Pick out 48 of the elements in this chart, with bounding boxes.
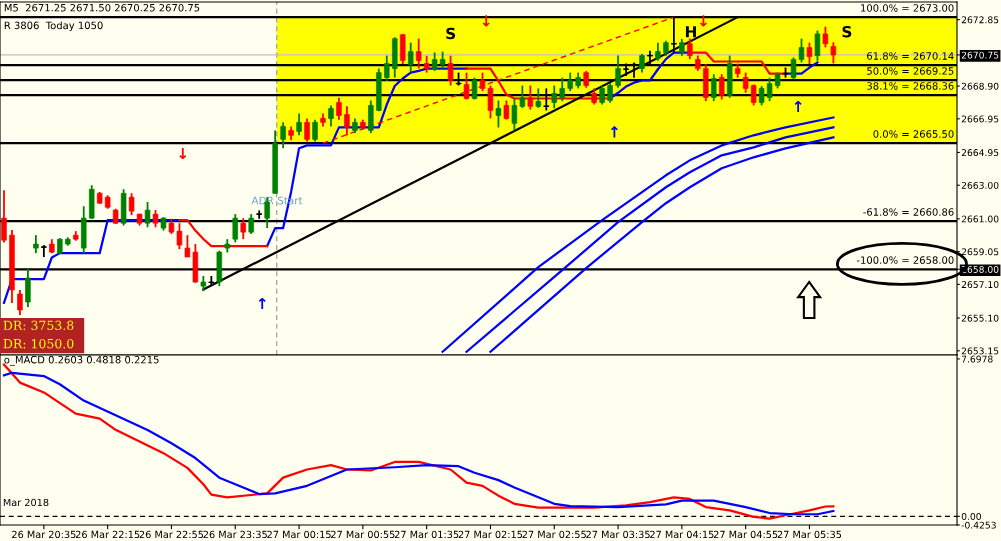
- y-tick-label: 2668.90: [961, 82, 999, 90]
- x-tick-label: 27 Mar 03:35: [586, 530, 650, 539]
- annotation: ↑: [258, 297, 266, 310]
- x-tick-label: 26 Mar 22:15: [75, 530, 140, 539]
- y-tick-label: 2672.85: [961, 16, 999, 24]
- ref-line-label: -100.0% = 2658.00: [856, 256, 954, 264]
- y-tick-label: 2659.05: [961, 248, 999, 256]
- x-tick-label: 27 Mar 02:15: [458, 530, 523, 539]
- y-tick-label: 2663.00: [961, 181, 999, 189]
- y-tick-label: -0.4253: [961, 521, 996, 529]
- y-tick-label: 2653.15: [961, 347, 999, 355]
- y-tick-label: 2664.95: [961, 149, 999, 157]
- x-tick-label: 26 Mar 22:55: [139, 530, 204, 539]
- annotation: ↓: [482, 15, 490, 27]
- annotation: ↓: [179, 147, 187, 160]
- x-tick-label: 27 Mar 04:55: [713, 530, 778, 539]
- x-tick-label: 27 Mar 01:35: [394, 530, 459, 539]
- ref-line-label: 50.0% = 2669.25: [867, 67, 954, 75]
- y-tick-label: 2666.95: [961, 115, 999, 123]
- ref-line-label: 100.0% = 2673.00: [861, 4, 954, 12]
- y-tick-label: 2657.10: [961, 281, 999, 289]
- annotation: ↑: [610, 126, 618, 138]
- chart-title: o_MACD 0.2603 0.4818 0.2215: [4, 355, 159, 366]
- annotation: Mar 2018: [3, 498, 49, 507]
- annotation: S: [842, 25, 852, 38]
- ref-line-label: 0.0% = 2665.50: [873, 130, 954, 138]
- x-tick-label: 27 Mar 02:55: [522, 530, 586, 539]
- text: R 3806 Today 1050: [4, 21, 103, 32]
- annotation: DR: 3753.8: [3, 320, 74, 331]
- x-tick-label: 27 Mar 05:35: [777, 530, 842, 539]
- y-tick-label: 0.00: [961, 512, 981, 520]
- annotation: ↓: [699, 15, 707, 27]
- ref-line-label: -61.8% = 2660.86: [863, 208, 954, 216]
- y-tick-label: 2661.00: [961, 215, 999, 223]
- x-tick-label: 26 Mar 20:35: [12, 530, 76, 539]
- x-tick-label: 26 Mar 23:35: [203, 530, 267, 539]
- chart-title: M5 2671.25 2671.50 2670.25 2670.75: [4, 3, 200, 12]
- annotation: ↑: [794, 100, 802, 113]
- x-tick-label: 27 Mar 04:15: [650, 530, 714, 539]
- x-tick-label: 27 Mar 00:55: [331, 530, 395, 539]
- y-tick-label: 2655.10: [961, 314, 999, 322]
- y-tick-label: 7.6978: [961, 355, 993, 363]
- x-tick-label: 27 Mar 00:15: [267, 530, 331, 539]
- annotation: S: [446, 27, 456, 40]
- y-tick-label: 2670.75: [961, 51, 999, 59]
- annotation: H: [685, 26, 696, 38]
- annotation: DR: 1050.0: [3, 338, 74, 349]
- ref-line-label: 38.1% = 2668.36: [867, 82, 954, 90]
